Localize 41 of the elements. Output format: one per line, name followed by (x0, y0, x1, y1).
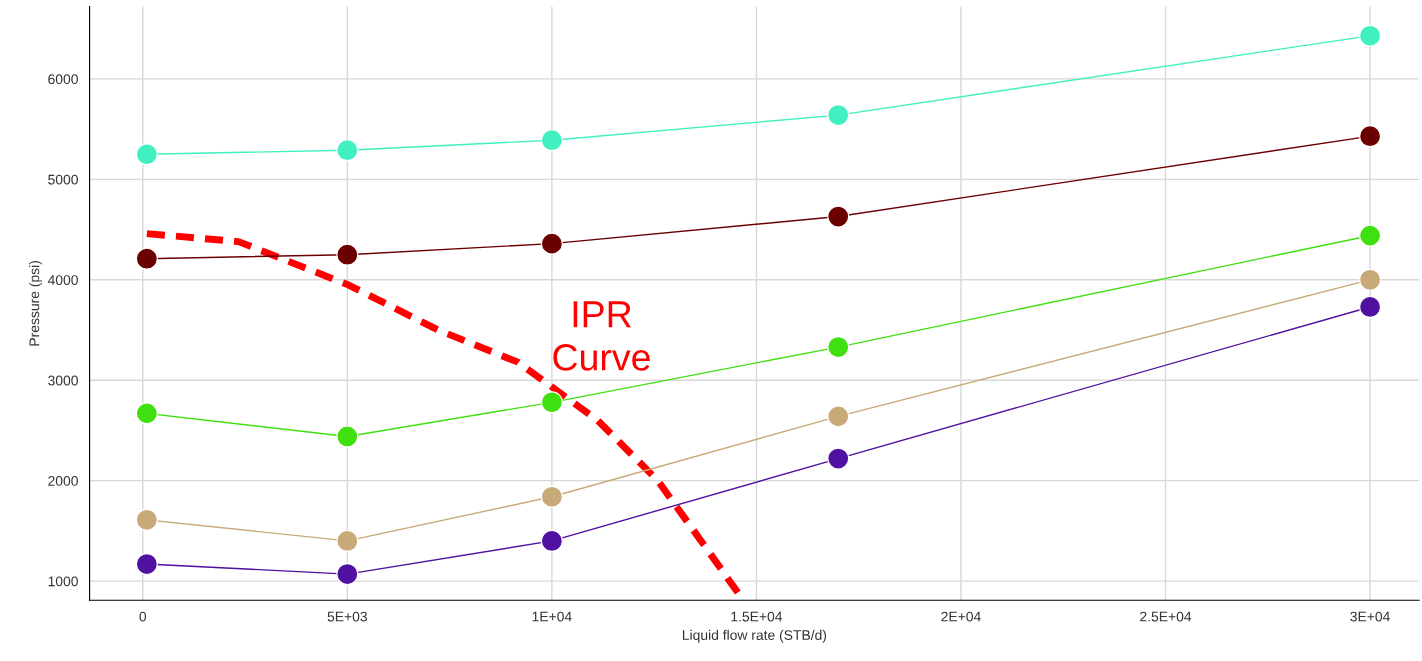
annotation: IPR Curve (553, 301, 650, 371)
y-tick-label: 4000 (47, 275, 78, 285)
point (135, 402, 158, 425)
point (336, 563, 359, 586)
point (135, 143, 158, 166)
point (336, 243, 359, 266)
point (827, 405, 850, 428)
y-tick-label: 5000 (48, 174, 78, 185)
point (336, 139, 359, 162)
point (540, 232, 563, 255)
point (540, 529, 563, 552)
point (135, 247, 158, 270)
point (540, 391, 563, 414)
point (1359, 268, 1382, 291)
y-tick-label: 3000 (48, 375, 78, 386)
point (336, 425, 359, 448)
y-tick-label: 6000 (48, 74, 78, 85)
point (827, 205, 850, 228)
x-tick-label: 0 (139, 611, 147, 622)
point (1359, 295, 1382, 318)
x-tick-label: 5E+03 (327, 611, 367, 622)
point (1359, 125, 1382, 148)
point (540, 129, 563, 152)
y-tick-label: 2000 (48, 476, 78, 486)
point (1359, 24, 1382, 47)
x-tick-label: 2E+04 (941, 611, 981, 622)
y-axis-title: Pressure (psi) (29, 261, 43, 346)
point (540, 485, 563, 508)
point (827, 447, 850, 470)
point (1359, 224, 1382, 247)
x-tick-label: 1E+04 (532, 611, 572, 622)
point (135, 553, 158, 576)
point (336, 529, 359, 552)
x-axis-title: Liquid flow rate (STB/d) (682, 629, 827, 643)
point (827, 336, 850, 359)
x-tick-label: 1.5E+04 (731, 611, 783, 622)
x-tick-label: 3E+04 (1350, 611, 1390, 622)
y-tick-label: 1000 (48, 576, 78, 587)
point (135, 508, 158, 531)
point (827, 104, 850, 127)
x-tick-label: 2.5E+04 (1140, 611, 1192, 622)
